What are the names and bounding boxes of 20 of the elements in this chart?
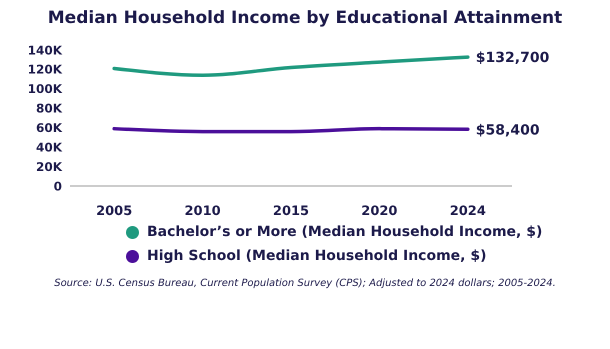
x-tick-label: 2010 [184,204,221,220]
legend-label: High School (Median Household Income, $) [147,248,486,264]
legend-label: Bachelor’s or More (Median Household Income, $) [147,224,542,240]
data-label: $132,700 [476,50,550,66]
y-tick-label: 80K [36,102,63,116]
y-tick-label: 120K [28,62,63,77]
data-label: $58,400 [476,122,540,138]
x-tick-label: 2020 [361,204,398,220]
y-tick-label: 140K [28,43,63,58]
x-tick-label: 2024 [450,204,486,220]
y-tick-label: 100K [28,82,63,96]
y-tick-label: 20K [36,160,63,174]
x-tick-label: 2015 [272,204,310,220]
chart-title: Median Household Income by Educational Attainment [46,8,564,28]
x-tick-label: 2005 [96,204,132,220]
source-note: Source: U.S. Census Bureau, Current Population Survey (CPS); Adjusted to 2024 dollars; 2005-2024. [53,278,557,289]
y-tick-label: 0 [54,179,62,194]
y-tick-label: 60K [36,120,63,135]
y-tick-label: 40K [36,140,63,154]
line-series [112,55,470,78]
